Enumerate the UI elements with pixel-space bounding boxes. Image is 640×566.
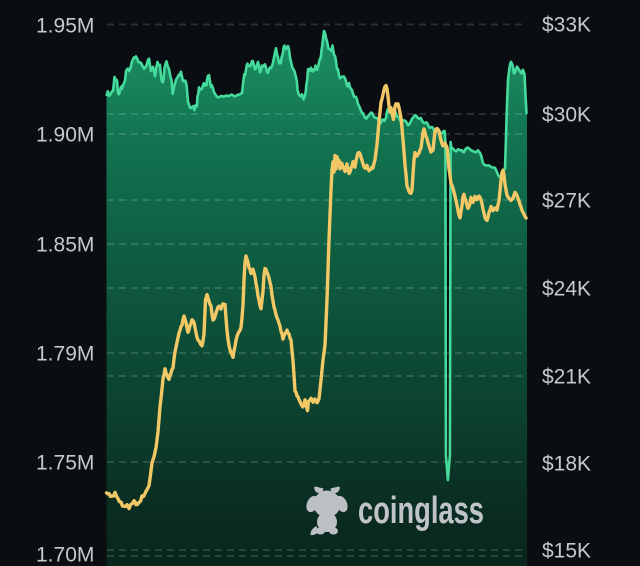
svg-text:1.95M: 1.95M	[36, 15, 94, 38]
svg-text:$24K: $24K	[542, 278, 591, 301]
svg-text:1.75M: 1.75M	[36, 452, 94, 475]
svg-text:1.70M: 1.70M	[36, 544, 94, 566]
svg-text:coinglass: coinglass	[358, 490, 484, 532]
svg-text:$18K: $18K	[542, 453, 591, 476]
svg-text:1.90M: 1.90M	[36, 124, 94, 147]
svg-text:1.85M: 1.85M	[36, 234, 94, 257]
svg-text:$33K: $33K	[542, 14, 591, 37]
svg-text:$30K: $30K	[542, 104, 591, 127]
svg-text:$15K: $15K	[542, 540, 591, 563]
svg-text:$21K: $21K	[542, 366, 591, 389]
svg-text:$27K: $27K	[542, 190, 591, 213]
svg-text:1.79M: 1.79M	[36, 343, 94, 366]
